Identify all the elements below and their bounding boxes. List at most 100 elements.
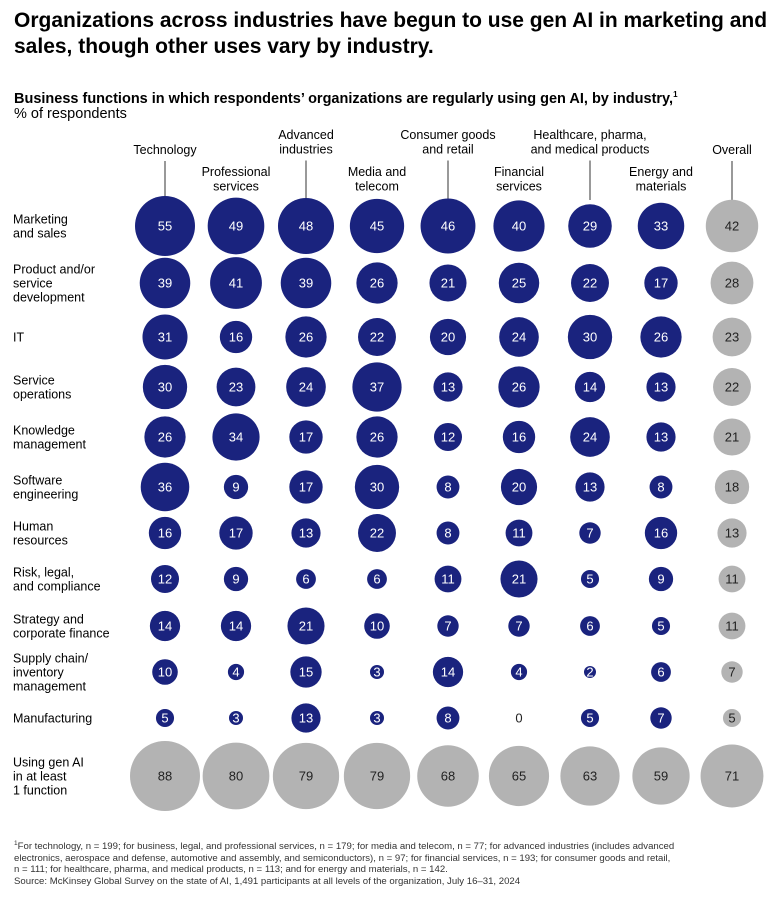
column-label: Media and telecom bbox=[348, 165, 406, 194]
bubble bbox=[429, 264, 467, 302]
bubble bbox=[139, 257, 191, 309]
bubble bbox=[150, 564, 180, 594]
label-line: and compliance bbox=[13, 580, 101, 594]
bubble-value: 24 bbox=[299, 380, 313, 395]
bubble-value: 34 bbox=[229, 430, 243, 445]
bubble-value: 8 bbox=[657, 480, 664, 495]
bubble bbox=[718, 565, 746, 593]
column-label: Advanced industries bbox=[278, 128, 334, 157]
bubble bbox=[432, 656, 464, 688]
row-label: Service operations bbox=[13, 374, 71, 402]
bubble-value: 7 bbox=[728, 665, 735, 680]
bubble bbox=[149, 610, 181, 642]
bubble-value: 6 bbox=[586, 619, 593, 634]
bubble bbox=[580, 616, 600, 636]
bubble-value: 5 bbox=[728, 711, 735, 726]
bubble bbox=[705, 199, 759, 253]
bubble bbox=[718, 612, 746, 640]
bubble bbox=[369, 664, 385, 680]
bubble bbox=[144, 416, 186, 458]
bubble bbox=[130, 741, 200, 811]
bubble-value: 14 bbox=[229, 619, 243, 634]
bubble-value: 22 bbox=[370, 330, 384, 345]
bubble bbox=[646, 372, 676, 402]
bubble bbox=[358, 318, 396, 356]
chart-subtitle-text: Business functions in which respondents’… bbox=[14, 90, 674, 107]
label-line: Software bbox=[13, 474, 62, 488]
bubble-value: 30 bbox=[158, 380, 172, 395]
bubble-value: 65 bbox=[512, 769, 526, 784]
label-line: Human bbox=[13, 520, 53, 534]
label-line: operations bbox=[13, 388, 71, 402]
bubble bbox=[493, 200, 545, 252]
bubble bbox=[433, 372, 463, 402]
bubble-value: 8 bbox=[444, 480, 451, 495]
label-line: telecom bbox=[355, 180, 399, 194]
bubble-value: 17 bbox=[299, 430, 313, 445]
label-line: inventory bbox=[13, 666, 64, 680]
bubble-value: 11 bbox=[512, 526, 526, 541]
bubble-value: 42 bbox=[725, 219, 739, 234]
bubble bbox=[500, 468, 538, 506]
bubble-value: 88 bbox=[158, 769, 172, 784]
bubble-value: 49 bbox=[229, 219, 243, 234]
bubble bbox=[417, 745, 479, 807]
bubble bbox=[285, 316, 327, 358]
bubble-value: 11 bbox=[441, 572, 455, 587]
bubble bbox=[220, 610, 252, 642]
bubble-value: 31 bbox=[158, 330, 172, 345]
label-line: Consumer goods bbox=[400, 128, 495, 142]
bubble bbox=[644, 516, 678, 550]
bubble bbox=[135, 196, 195, 256]
bubble-value: 16 bbox=[158, 526, 172, 541]
bubble bbox=[289, 470, 323, 504]
bubble-value: 13 bbox=[299, 711, 313, 726]
label-line: Risk, legal, bbox=[13, 566, 74, 580]
bubble-value: 15 bbox=[299, 665, 313, 680]
chart-subtitle: Business functions in which respondents’… bbox=[14, 86, 774, 108]
bubble-value: 40 bbox=[512, 219, 526, 234]
bubble-value: 26 bbox=[654, 330, 668, 345]
bubble-value: 6 bbox=[373, 572, 380, 587]
label-line: Strategy and bbox=[13, 613, 84, 627]
bubble-value: 71 bbox=[725, 769, 739, 784]
bubble-value: 21 bbox=[441, 276, 455, 291]
bubble-value: 45 bbox=[370, 219, 384, 234]
bubble-value: 17 bbox=[229, 526, 243, 541]
bubble-value: 26 bbox=[512, 380, 526, 395]
bubble bbox=[510, 663, 528, 681]
label-line: Healthcare, pharma, bbox=[533, 128, 646, 142]
bubble-value: 3 bbox=[373, 711, 380, 726]
row-label: Product and/or service development bbox=[13, 263, 95, 305]
label-line: resources bbox=[13, 534, 68, 548]
label-line: Service bbox=[13, 374, 55, 388]
bubble-value: 17 bbox=[654, 276, 668, 291]
bubble bbox=[722, 708, 742, 728]
bubble-value: 13 bbox=[654, 380, 668, 395]
bubble bbox=[570, 417, 610, 457]
bubble-value: 16 bbox=[512, 430, 526, 445]
bubble bbox=[500, 560, 538, 598]
bubble-value: 6 bbox=[657, 665, 664, 680]
label-line: and sales bbox=[13, 227, 67, 241]
bubble-value: 14 bbox=[158, 619, 172, 634]
column-label: Technology bbox=[133, 143, 197, 157]
bubble bbox=[358, 514, 396, 552]
bubble bbox=[649, 475, 673, 499]
bubble bbox=[646, 422, 676, 452]
bubble bbox=[651, 662, 671, 682]
footnote-line-2: electronics, aerospace and defense, auto… bbox=[14, 852, 671, 864]
bubble-value: 59 bbox=[654, 769, 668, 784]
bubble bbox=[349, 198, 405, 254]
bubble-value: 25 bbox=[512, 276, 526, 291]
bubble bbox=[286, 367, 326, 407]
row-label: Strategy and corporate finance bbox=[13, 613, 110, 641]
bubble bbox=[575, 472, 605, 502]
bubble bbox=[142, 364, 188, 410]
bubble-value: 26 bbox=[370, 276, 384, 291]
bubble-value: 79 bbox=[299, 769, 313, 784]
bubble-value: 14 bbox=[441, 665, 455, 680]
bubble bbox=[632, 747, 690, 805]
bubble bbox=[155, 708, 175, 728]
